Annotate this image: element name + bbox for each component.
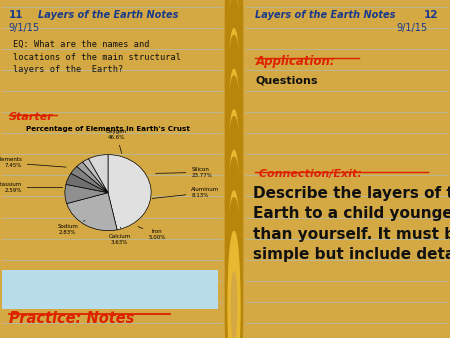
Circle shape — [231, 232, 237, 299]
Wedge shape — [66, 173, 108, 193]
Circle shape — [225, 0, 243, 171]
Circle shape — [225, 117, 243, 333]
Text: 11: 11 — [9, 10, 23, 20]
Circle shape — [225, 35, 243, 252]
Text: Percentage of Elements in Earth's Crust: Percentage of Elements in Earth's Crust — [26, 126, 190, 132]
Wedge shape — [71, 166, 108, 193]
Text: EQ: What are the names and
locations of the main structural
layers of the  Earth: EQ: What are the names and locations of … — [14, 40, 181, 74]
Circle shape — [231, 272, 237, 338]
Text: Aluminum
8.13%: Aluminum 8.13% — [152, 187, 220, 198]
Text: Connection/Exit:: Connection/Exit: — [256, 169, 362, 179]
Text: Describe the layers of the
Earth to a child younger
than yourself. It must be
si: Describe the layers of the Earth to a ch… — [253, 186, 450, 262]
Text: Questions: Questions — [256, 75, 318, 85]
Circle shape — [225, 76, 243, 292]
Circle shape — [228, 191, 240, 338]
Text: Application:: Application: — [256, 55, 335, 68]
Circle shape — [228, 69, 240, 218]
Wedge shape — [77, 162, 108, 193]
Text: Potassium
2.59%: Potassium 2.59% — [0, 182, 63, 193]
Circle shape — [231, 150, 237, 218]
Circle shape — [228, 232, 240, 338]
Circle shape — [228, 0, 240, 98]
Wedge shape — [67, 193, 117, 231]
Circle shape — [225, 157, 243, 338]
Circle shape — [228, 150, 240, 299]
Circle shape — [231, 69, 237, 137]
Text: Other Elements
7.45%: Other Elements 7.45% — [0, 157, 66, 168]
Text: Practice: Notes: Practice: Notes — [9, 311, 134, 326]
Circle shape — [231, 191, 237, 259]
Wedge shape — [89, 155, 108, 193]
Text: What are the four most: What are the four most — [80, 275, 181, 284]
Text: abundant elements in order from least amount: abundant elements in order from least am… — [9, 287, 212, 296]
Text: Silicon
23.77%: Silicon 23.77% — [156, 167, 212, 178]
Text: to greatest amount in the layers of the earth?: to greatest amount in the layers of the … — [9, 298, 208, 307]
Text: Starter: Starter — [9, 112, 54, 122]
Wedge shape — [108, 155, 151, 230]
Text: 9/1/15: 9/1/15 — [396, 23, 427, 33]
Text: Layers of the Earth Notes: Layers of the Earth Notes — [256, 10, 396, 20]
Wedge shape — [82, 159, 108, 193]
Circle shape — [228, 110, 240, 259]
Circle shape — [231, 0, 237, 57]
Circle shape — [228, 0, 240, 137]
Text: 12: 12 — [423, 10, 438, 20]
Text: Iron
5.00%: Iron 5.00% — [138, 227, 166, 240]
Text: Oxygen
46.6%: Oxygen 46.6% — [106, 129, 127, 153]
Text: 9/1/15: 9/1/15 — [9, 23, 40, 33]
Circle shape — [231, 29, 237, 96]
Circle shape — [225, 0, 243, 211]
Circle shape — [228, 29, 240, 177]
Text: Layers of the Earth Notes: Layers of the Earth Notes — [37, 10, 178, 20]
Circle shape — [225, 198, 243, 338]
Text: • Look at the pie chart.: • Look at the pie chart. — [9, 275, 103, 284]
Circle shape — [225, 0, 243, 132]
Circle shape — [231, 110, 237, 177]
Wedge shape — [65, 184, 108, 203]
Text: Calcium
3.63%: Calcium 3.63% — [108, 227, 130, 245]
Text: Sodium
2.83%: Sodium 2.83% — [57, 221, 85, 235]
